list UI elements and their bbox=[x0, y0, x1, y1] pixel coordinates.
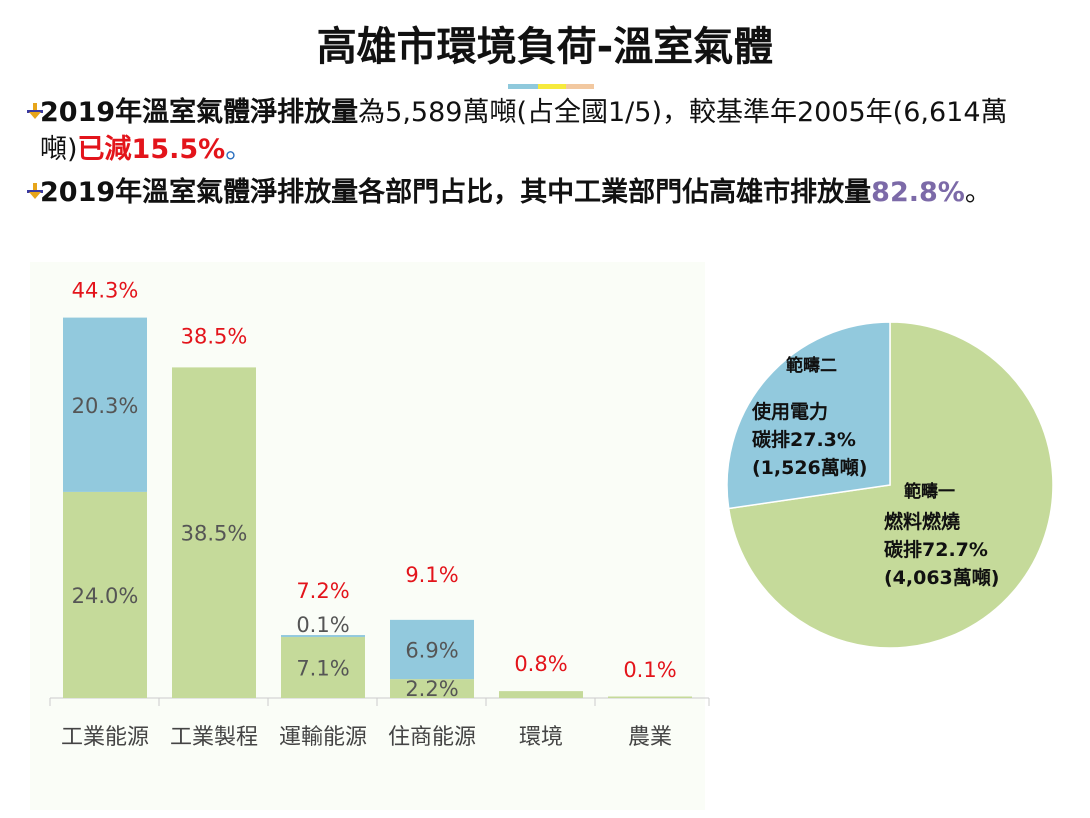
bullet-1-tail: 。 bbox=[225, 134, 253, 165]
bullet-2-highlight: 82.8% bbox=[871, 177, 965, 208]
pie-slice-0 bbox=[727, 321, 1054, 649]
total-label-5: 0.1% bbox=[623, 658, 676, 682]
segment-label-scope2-3: 6.9% bbox=[405, 638, 458, 662]
bar-scope2-2 bbox=[281, 635, 365, 638]
total-label-1: 38.5% bbox=[181, 324, 248, 348]
x-tick-label-0: 工業能源 bbox=[61, 725, 149, 750]
pie-label-scope1-line3: (4,063萬噸) bbox=[884, 567, 1000, 589]
x-tick-label-2: 運輸能源 bbox=[279, 725, 367, 750]
pie-label-scope1-line1: 燃料燃燒 bbox=[884, 511, 961, 533]
pie-label-scope1-title: 範疇一 bbox=[904, 482, 955, 502]
x-tick-label-5: 農業 bbox=[628, 725, 672, 750]
bar-scope1-2 bbox=[281, 637, 365, 698]
pie-label-scope1-line2: 碳排72.7% bbox=[884, 539, 988, 561]
pie-label-scope2-line3: (1,526萬噸) bbox=[752, 457, 868, 479]
segment-label-scope2-2: 0.1% bbox=[296, 613, 349, 637]
arrow-down-bullet-icon bbox=[27, 183, 43, 199]
bar-scope1-0 bbox=[63, 491, 147, 698]
pie-label-scope2-line1: 使用電力 bbox=[752, 401, 829, 423]
total-label-0: 44.3% bbox=[72, 279, 139, 303]
title-underline-peach bbox=[566, 84, 594, 89]
scope-pie-chart bbox=[726, 321, 1054, 649]
bullet-2-text: 2019年溫室氣體淨排放量各部門占比，其中工業部門佔高雄市排放量82.8%。 bbox=[40, 174, 1040, 211]
segment-label-scope1-3: 2.2% bbox=[405, 677, 458, 701]
segment-label-scope1-2: 7.1% bbox=[296, 657, 349, 681]
page-title: 高雄市環境負荷-溫室氣體 bbox=[316, 24, 774, 70]
title-underline-blue bbox=[508, 84, 538, 89]
arrow-down-bullet-icon bbox=[27, 103, 43, 119]
pie-slice-1 bbox=[726, 321, 891, 510]
bar-scope2-3 bbox=[390, 619, 474, 680]
bar-scope1-5 bbox=[608, 696, 692, 698]
bullet-1-lead: 2019年溫室氣體淨排放量 bbox=[40, 97, 359, 128]
bullet-1-text: 2019年溫室氣體淨排放量為5,589萬噸(占全國1/5)，較基準年2005年(… bbox=[40, 94, 1040, 168]
x-tick-label-1: 工業製程 bbox=[170, 725, 258, 750]
total-label-2: 7.2% bbox=[296, 579, 349, 603]
pie-label-scope2-line2: 碳排27.3% bbox=[752, 429, 856, 451]
segment-label-scope1-1: 38.5% bbox=[181, 522, 248, 546]
bar-scope2-0 bbox=[63, 317, 147, 492]
x-tick-label-4: 環境 bbox=[519, 725, 563, 750]
bar-scope1-3 bbox=[390, 679, 474, 698]
total-label-4: 0.8% bbox=[514, 652, 567, 676]
title-underline-yellow bbox=[538, 84, 566, 89]
bullet-1-highlight: 已減15.5% bbox=[77, 134, 226, 165]
pie-label-scope2-title: 範疇二 bbox=[786, 356, 837, 376]
x-tick-label-3: 住商能源 bbox=[388, 725, 476, 750]
bar-scope1-4 bbox=[499, 691, 583, 698]
segment-label-scope2-0: 20.3% bbox=[72, 394, 139, 418]
bullet-2-lead: 2019年溫室氣體淨排放量各部門占比，其中工業部門佔高雄市排放量 bbox=[40, 177, 872, 208]
stacked-bar-chart: 24.0% 20.3% 44.3% 工業能源 38.5% 38.5% 工業製程 7.1% 0.1… bbox=[49, 279, 710, 750]
bar-scope1-1 bbox=[172, 367, 256, 698]
segment-label-scope1-0: 24.0% bbox=[72, 584, 139, 608]
total-label-3: 9.1% bbox=[405, 563, 458, 587]
bullet-1-body: 為5,589萬噸(占全國1/5)，較基準年2005年(6,614萬噸) bbox=[40, 97, 1008, 165]
bullet-2-tail: 。 bbox=[964, 177, 992, 208]
